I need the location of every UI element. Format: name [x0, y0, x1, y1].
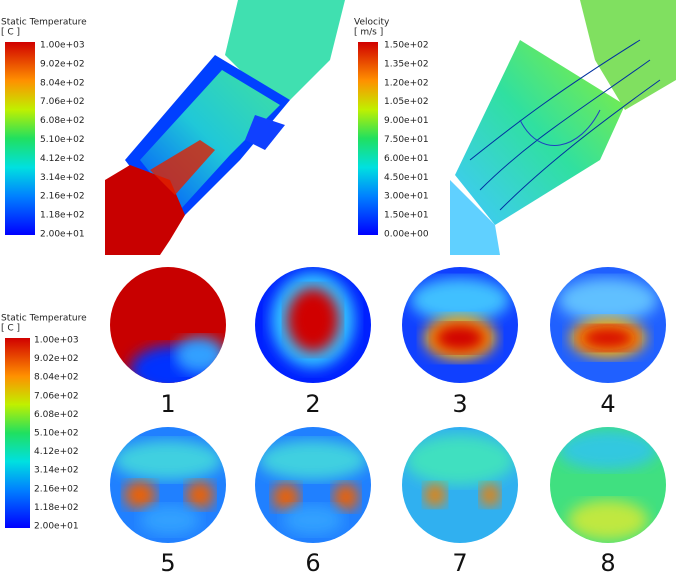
legend-label: 1.50e+02	[384, 41, 429, 51]
legend-label: 1.18e+02	[34, 503, 79, 513]
section-blob	[580, 326, 636, 350]
section-blob	[186, 481, 214, 509]
legend-label: 5.10e+02	[34, 429, 79, 439]
legend-label: 8.04e+02	[40, 78, 85, 88]
legend-label: 9.02e+02	[40, 59, 85, 69]
legend-label: 3.14e+02	[34, 466, 79, 476]
legend-unit: [ C ]	[1, 28, 20, 38]
legend-label: 1.00e+03	[40, 41, 85, 51]
legend-label: 1.05e+02	[384, 97, 429, 107]
section-blob	[405, 435, 515, 485]
section-contour	[110, 267, 226, 383]
section-number: 8	[600, 549, 615, 575]
section-contours: 1 2 3 4 5 6 7 8	[110, 267, 666, 575]
legend-label: 9.02e+02	[34, 354, 79, 364]
section-number: 4	[600, 390, 615, 418]
legend-label: 4.50e+01	[384, 173, 429, 183]
legend-label: 2.16e+02	[34, 484, 79, 494]
section-blob	[140, 505, 200, 535]
legend-label: 1.00e+03	[34, 336, 79, 346]
legend-label: 4.12e+02	[34, 447, 79, 457]
section-blob	[424, 483, 446, 507]
legend-label: 7.06e+02	[40, 97, 85, 107]
legend-label: 3.00e+01	[384, 192, 429, 202]
section-contour	[255, 267, 371, 383]
section-blob	[558, 430, 658, 470]
legend-label: 1.18e+02	[40, 211, 85, 221]
temperature-contour	[105, 0, 345, 255]
legend-label: 9.00e+01	[384, 116, 429, 126]
section-contour	[402, 267, 518, 383]
velocity-colorbar	[358, 42, 378, 235]
legend-label: 2.16e+02	[40, 192, 85, 202]
legend-title: Static Temperature	[1, 18, 87, 28]
section-number: 6	[305, 549, 320, 575]
section-number: 3	[452, 390, 467, 418]
legend-label: 8.04e+02	[34, 373, 79, 383]
section-blob	[333, 483, 359, 511]
legend-label: 4.12e+02	[40, 154, 85, 164]
legend-unit: [ m/s ]	[354, 28, 383, 38]
legend-label: 3.14e+02	[40, 173, 85, 183]
section-blob	[287, 288, 339, 352]
legend-label: 6.08e+02	[34, 410, 79, 420]
legend-unit: [ C ]	[1, 324, 20, 334]
section-blob	[410, 278, 510, 322]
section-blob	[258, 440, 368, 480]
section-blob	[175, 337, 225, 373]
temperature-colorbar	[5, 42, 35, 235]
section-blob	[568, 500, 648, 540]
section-blob	[272, 483, 300, 511]
section-contour	[110, 427, 226, 543]
velocity-streamlines	[450, 0, 676, 255]
legend-label: 2.00e+01	[40, 230, 85, 240]
section-number: 1	[160, 390, 175, 418]
legend-title: Static Temperature	[1, 314, 87, 324]
section-contour	[255, 427, 371, 543]
section-blob	[480, 483, 500, 507]
section-contour	[550, 267, 666, 383]
legend-label: 5.10e+02	[40, 135, 85, 145]
section-number: 5	[160, 549, 175, 575]
legend-label: 0.00e+00	[384, 230, 429, 240]
section-blob	[124, 481, 156, 509]
section-contour	[402, 427, 518, 543]
legend-label: 7.50e+01	[384, 135, 429, 145]
section-contour	[550, 427, 666, 543]
legend-label: 2.00e+01	[34, 522, 79, 532]
section-colorbar	[5, 338, 30, 528]
legend-label: 6.08e+02	[40, 116, 85, 126]
section-number: 2	[305, 390, 320, 418]
legend-title: Velocity	[354, 18, 390, 28]
section-blob	[113, 440, 223, 480]
legend-label: 7.06e+02	[34, 391, 79, 401]
legend-label: 1.50e+01	[384, 211, 429, 221]
legend-label: 6.00e+01	[384, 154, 429, 164]
section-number: 7	[452, 549, 467, 575]
legend-label: 1.35e+02	[384, 59, 429, 69]
section-blob	[558, 278, 658, 322]
legend-label: 1.20e+02	[384, 78, 429, 88]
section-blob	[283, 505, 343, 535]
section-blob	[434, 324, 486, 352]
